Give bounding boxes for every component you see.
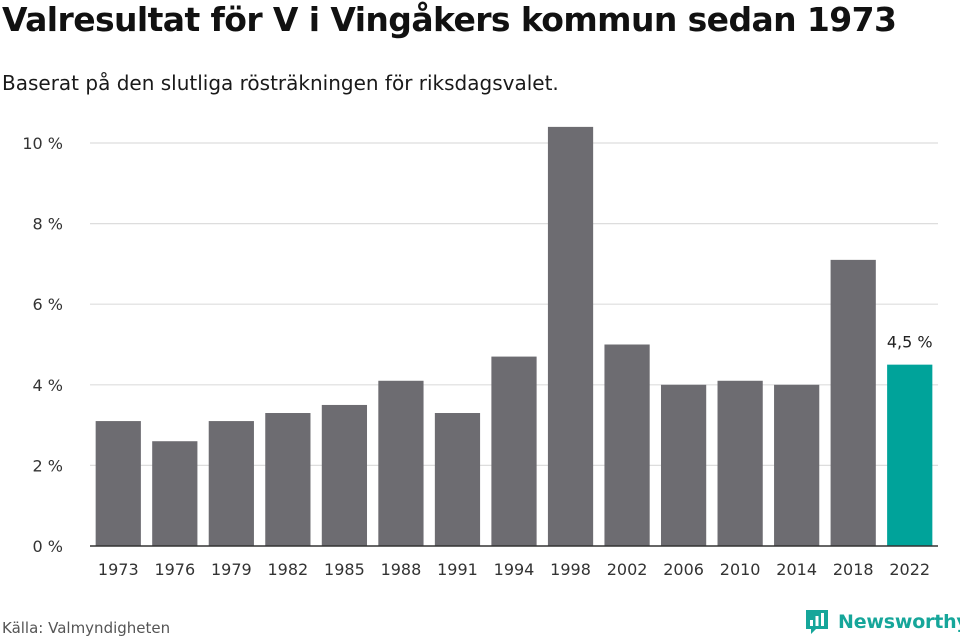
x-tick-label: 1985 — [324, 560, 365, 579]
x-tick-label: 2018 — [833, 560, 874, 579]
bar-1985 — [321, 404, 368, 546]
brand-name: Newsworthy — [838, 611, 960, 633]
x-tick-label: 1994 — [494, 560, 535, 579]
x-tick-label: 1976 — [154, 560, 195, 579]
x-tick-label: 2006 — [663, 560, 704, 579]
bar-2018 — [830, 259, 876, 546]
x-tick-label: 2002 — [607, 560, 648, 579]
bar-1988 — [378, 380, 424, 546]
bar-1979 — [208, 421, 254, 546]
bar-1998 — [547, 126, 594, 546]
x-tick-label: 1973 — [98, 560, 139, 579]
x-tick-label: 2014 — [776, 560, 817, 579]
bar-chart: 0 % 2 % 4 % 6 % 8 % 10 % 1973 1976 1979 1982 1985… — [22, 126, 938, 579]
x-tick-label: 2010 — [720, 560, 761, 579]
bar-2006 — [660, 384, 707, 546]
chart-subtitle: Baserat på den slutliga rösträkningen fö… — [2, 71, 559, 95]
chart-title: Valresultat för V i Vingåkers kommun sed… — [2, 0, 897, 39]
brand-logo[interactable]: Newsworthy — [804, 608, 960, 636]
x-tick-label: 1982 — [268, 560, 309, 579]
data-labels: 4,5 % — [887, 333, 933, 352]
bar-1982 — [265, 413, 311, 546]
y-tick-label: 0 % — [33, 537, 63, 556]
source-note: Källa: Valmyndigheten — [2, 619, 171, 637]
y-tick-label: 10 % — [22, 134, 63, 153]
bar-2022 — [887, 364, 933, 546]
data-label: 4,5 % — [887, 333, 933, 352]
newsworthy-logo-icon — [806, 610, 828, 634]
y-tick-label: 8 % — [33, 215, 63, 234]
bar-1976 — [152, 441, 198, 546]
y-axis-ticks: 0 % 2 % 4 % 6 % 8 % 10 % — [22, 134, 63, 556]
x-axis-ticks: 1973 1976 1979 1982 1985 1988 1991 1994 1998 2002… — [98, 560, 930, 579]
y-tick-label: 6 % — [33, 295, 63, 314]
bar-1991 — [434, 413, 481, 546]
bars — [95, 126, 933, 546]
x-tick-label: 1991 — [437, 560, 478, 579]
bar-2002 — [604, 344, 650, 546]
x-tick-label: 1979 — [211, 560, 252, 579]
y-tick-label: 2 % — [33, 456, 63, 475]
x-tick-label: 2022 — [889, 560, 930, 579]
y-tick-label: 4 % — [33, 376, 63, 395]
bar-2014 — [774, 384, 820, 546]
bar-1973 — [95, 421, 141, 546]
x-tick-label: 1998 — [550, 560, 591, 579]
bar-1994 — [491, 356, 537, 546]
bar-2010 — [717, 380, 763, 546]
x-tick-label: 1988 — [381, 560, 422, 579]
